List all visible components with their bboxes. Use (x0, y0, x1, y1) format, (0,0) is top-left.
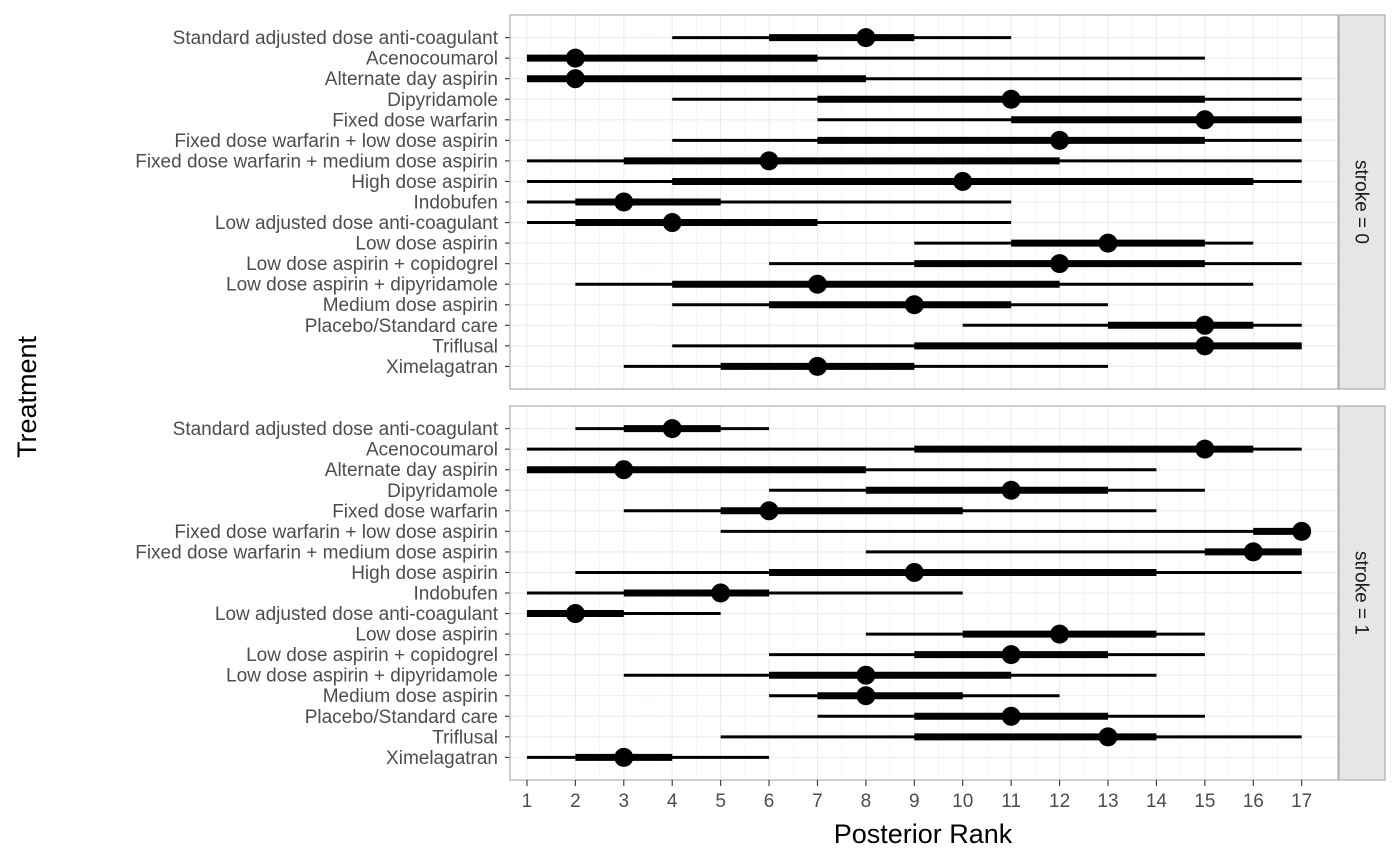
y-tick-label: Indobufen (413, 584, 498, 605)
median-point (1195, 315, 1215, 335)
panel-0: Standard adjusted dose anti-coagulantAce… (135, 14, 1386, 390)
median-point (953, 171, 973, 191)
x-tick-label: 1 (522, 791, 533, 812)
median-point (856, 665, 876, 685)
median-point (1195, 439, 1215, 459)
x-tick-label: 15 (1194, 791, 1215, 812)
x-tick-label: 7 (812, 791, 823, 812)
y-tick-label: Triflusal (432, 336, 498, 357)
y-tick-label: Standard adjusted dose anti-coagulant (173, 28, 499, 49)
median-point (1195, 336, 1215, 356)
median-point (662, 419, 682, 439)
median-point (1098, 727, 1118, 747)
y-tick-label: Acenocoumarol (366, 49, 498, 70)
strip-box (1338, 405, 1386, 781)
median-point (711, 583, 731, 603)
median-point (614, 192, 634, 212)
y-tick-label: Fixed dose warfarin (332, 110, 498, 131)
x-tick-label: 5 (715, 791, 726, 812)
y-tick-label: Standard adjusted dose anti-coagulant (173, 419, 499, 440)
y-tick-label: Low adjusted dose anti-coagulant (215, 604, 499, 625)
y-tick-label: Alternate day aspirin (325, 69, 498, 90)
y-tick-label: Medium dose aspirin (323, 295, 498, 316)
y-tick-label: Low dose aspirin (355, 234, 498, 255)
y-tick-label: Fixed dose warfarin + low dose aspirin (174, 522, 498, 543)
median-point (565, 604, 585, 624)
y-tick-label: Ximelagatran (386, 748, 498, 769)
x-tick-label: 10 (952, 791, 973, 812)
median-point (759, 151, 779, 171)
x-axis: 1 2 3 4 5 6 7 8 9 10 11 12 13 14 15 16 17 (522, 780, 1312, 812)
median-point (1001, 480, 1021, 500)
y-tick-label: Indobufen (413, 193, 498, 214)
x-tick-label: 2 (570, 791, 581, 812)
y-tick-label: Low dose aspirin + copidogrel (246, 645, 498, 666)
x-axis-title: Posterior Rank (834, 819, 1013, 849)
median-point (759, 501, 779, 521)
panel-border (509, 405, 1339, 781)
strip-label: stroke = 0 (1351, 160, 1372, 244)
strip-label: stroke = 1 (1351, 551, 1372, 635)
median-point (904, 295, 924, 315)
median-point (1098, 233, 1118, 253)
x-tick-label: 3 (619, 791, 630, 812)
median-point (614, 747, 634, 767)
panel-1: Standard adjusted dose anti-coagulantAce… (135, 405, 1386, 781)
panels: Standard adjusted dose anti-coagulantAce… (135, 14, 1386, 812)
median-point (904, 562, 924, 582)
median-point (1243, 542, 1263, 562)
median-point (1050, 254, 1070, 274)
median-point (856, 28, 876, 48)
median-point (1001, 645, 1021, 665)
x-tick-label: 16 (1243, 791, 1264, 812)
y-tick-label: Placebo/Standard care (305, 707, 498, 728)
x-tick-label: 12 (1049, 791, 1070, 812)
median-point (856, 686, 876, 706)
median-point (1001, 706, 1021, 726)
median-point (1195, 110, 1215, 130)
panel-border (509, 14, 1339, 390)
y-tick-label: Low dose aspirin + dipyridamole (226, 275, 498, 296)
x-tick-label: 11 (1001, 791, 1021, 812)
y-tick-label: Ximelagatran (386, 357, 498, 378)
median-point (1001, 89, 1021, 109)
y-tick-label: Acenocoumarol (366, 440, 498, 461)
y-tick-label: Dipyridamole (387, 481, 498, 502)
x-tick-label: 13 (1097, 791, 1118, 812)
x-tick-label: 17 (1291, 791, 1312, 812)
median-point (614, 460, 634, 480)
y-tick-label: Fixed dose warfarin + low dose aspirin (174, 131, 498, 152)
x-tick-label: 4 (667, 791, 678, 812)
y-axis-title: Treatment (12, 335, 42, 458)
median-point (807, 356, 827, 376)
y-tick-label: Low dose aspirin (355, 625, 498, 646)
y-tick-label: Low adjusted dose anti-coagulant (215, 213, 499, 234)
y-tick-label: Fixed dose warfarin (332, 501, 498, 522)
y-tick-label: Low dose aspirin + dipyridamole (226, 666, 498, 687)
x-tick-label: 9 (909, 791, 920, 812)
strip-box (1338, 14, 1386, 390)
y-tick-label: Fixed dose warfarin + medium dose aspiri… (135, 151, 498, 172)
y-tick-label: High dose aspirin (351, 563, 498, 584)
median-point (662, 213, 682, 233)
y-tick-label: Fixed dose warfarin + medium dose aspiri… (135, 542, 498, 563)
x-tick-label: 14 (1146, 791, 1168, 812)
y-tick-label: Placebo/Standard care (305, 316, 498, 337)
y-tick-label: Medium dose aspirin (323, 686, 498, 707)
median-point (1050, 130, 1070, 150)
x-tick-label: 6 (764, 791, 775, 812)
y-tick-label: Alternate day aspirin (325, 460, 498, 481)
median-point (565, 69, 585, 89)
y-tick-label: High dose aspirin (351, 172, 498, 193)
median-point (565, 48, 585, 68)
y-tick-label: Triflusal (432, 727, 498, 748)
median-point (1292, 521, 1312, 541)
y-tick-label: Dipyridamole (387, 90, 498, 111)
x-tick-label: 8 (861, 791, 872, 812)
median-point (807, 274, 827, 294)
median-point (1050, 624, 1070, 644)
y-tick-label: Low dose aspirin + copidogrel (246, 254, 498, 275)
